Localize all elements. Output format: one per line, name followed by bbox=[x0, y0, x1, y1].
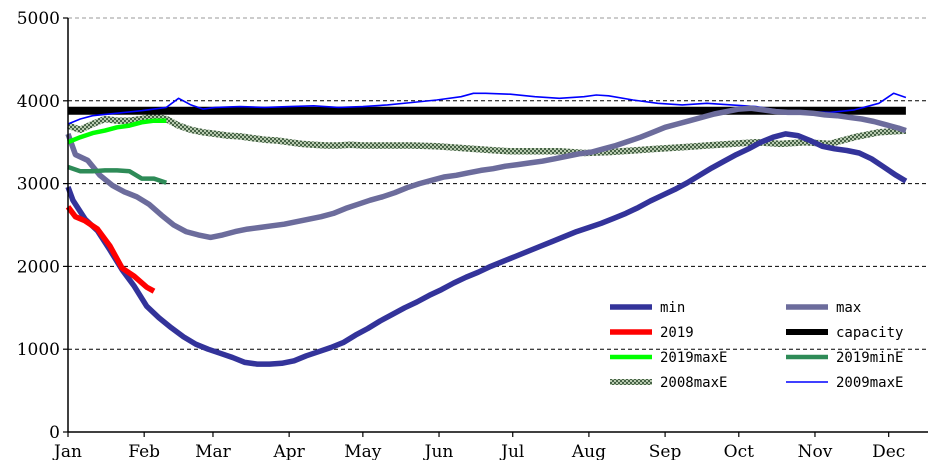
series-line-2008maxe bbox=[66, 113, 907, 157]
y-tick-label-5000: 5000 bbox=[17, 9, 60, 29]
series-lines bbox=[65, 92, 908, 367]
legend-label-capacity: capacity bbox=[836, 325, 903, 341]
series-line-2019mine bbox=[67, 164, 168, 185]
series-line-min bbox=[65, 131, 908, 367]
y-tick-label-4000: 4000 bbox=[17, 92, 60, 112]
x-tick-label-apr: Apr bbox=[272, 442, 305, 460]
x-tick-label-may: May bbox=[344, 442, 382, 460]
legend-label-2019: 2019 bbox=[660, 325, 694, 341]
x-tick-label-feb: Feb bbox=[128, 442, 160, 460]
y-tick-label-2000: 2000 bbox=[17, 257, 60, 277]
x-tick-label-dec: Dec bbox=[872, 442, 905, 460]
x-tick-label-oct: Oct bbox=[724, 442, 754, 460]
series-line-max bbox=[65, 105, 907, 241]
x-tick-label-jul: Jul bbox=[499, 442, 524, 460]
y-tick-label-0: 0 bbox=[49, 423, 60, 443]
x-tick-label-nov: Nov bbox=[798, 442, 833, 460]
series-line-2019 bbox=[65, 205, 156, 294]
x-tick-label-mar: Mar bbox=[195, 442, 232, 460]
legend-label-2009maxe: 2009maxE bbox=[836, 375, 903, 391]
legend-label-2019mine: 2019minE bbox=[836, 350, 903, 366]
y-tick-label-3000: 3000 bbox=[17, 175, 60, 195]
plot-background bbox=[68, 18, 928, 432]
x-tick-label-jun: Jun bbox=[423, 442, 454, 460]
tick-labels: 0 1000 2000 3000 4000 5000 Jan Feb Mar Apr May Jun J… bbox=[17, 9, 906, 460]
grid-lines bbox=[68, 17, 928, 350]
x-tick-label-sep: Sep bbox=[649, 442, 682, 460]
legend-label-max: max bbox=[836, 300, 861, 316]
series-line-2019maxe bbox=[67, 118, 167, 145]
y-tick-label-1000: 1000 bbox=[17, 340, 60, 360]
x-tick-label-jan: Jan bbox=[52, 442, 82, 460]
legend-label-2019maxe: 2019maxE bbox=[660, 350, 727, 366]
x-tick-label-aug: Aug bbox=[571, 442, 606, 460]
axes bbox=[63, 17, 928, 437]
legend-label-min: min bbox=[660, 300, 685, 316]
legend: min max 2019 capacity 2019maxE 2019minE 2008ma… bbox=[610, 300, 903, 391]
legend-label-2008maxe: 2008maxE bbox=[660, 375, 727, 391]
